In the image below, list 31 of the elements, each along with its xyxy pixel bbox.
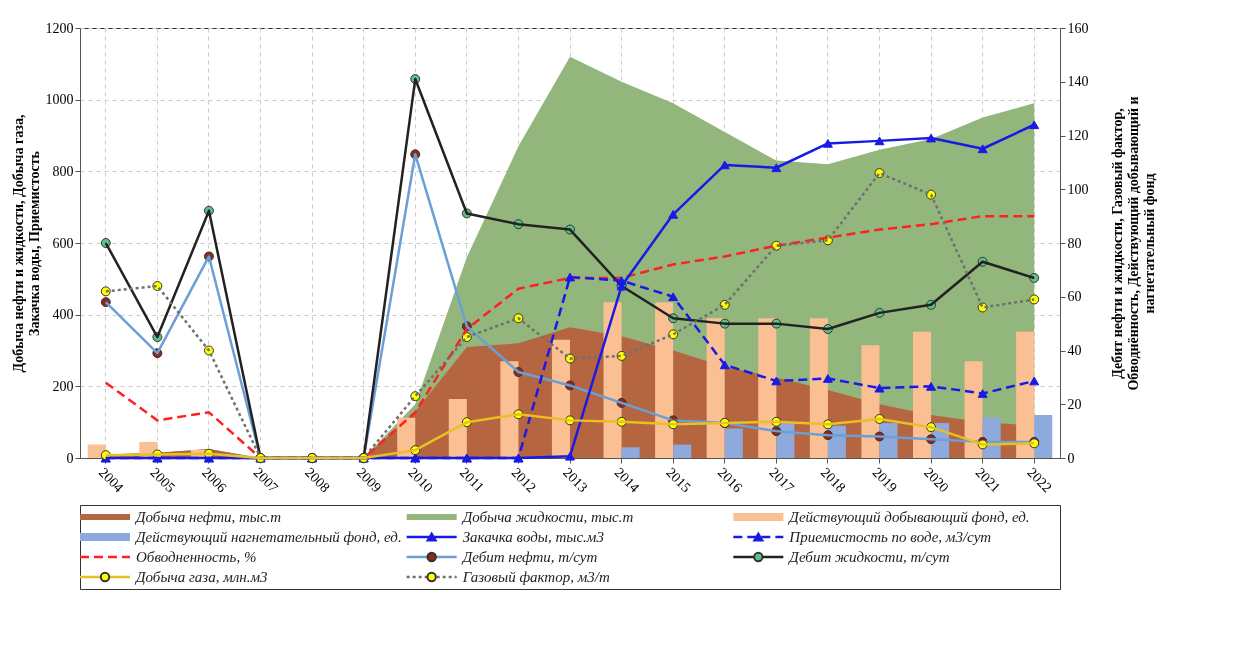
y-tick-label: 200 — [52, 378, 74, 394]
x-tick-label: 2017 — [766, 464, 797, 496]
legend-label: Действующий добывающий фонд, ед. — [787, 509, 1030, 525]
legend-label: Дебит нефти, т/сут — [460, 549, 598, 565]
y-tick-label: 400 — [52, 307, 74, 323]
y-tick-label: 1200 — [45, 20, 74, 36]
legend-label: Газовый фактор, м3/т — [461, 569, 610, 585]
y-tick-label: 600 — [52, 235, 74, 251]
y-tick-label: 0 — [66, 450, 74, 466]
y-tick-label: 1000 — [45, 92, 74, 108]
y2-tick-label: 140 — [1067, 74, 1089, 90]
y-tick-label: 800 — [52, 163, 74, 179]
y2-tick-label: 120 — [1067, 128, 1089, 143]
y2-tick-label: 20 — [1067, 396, 1082, 412]
legend-label: Добыча жидкости, тыс.т — [460, 509, 634, 525]
legend-label: Закачка воды, тыс.м3 — [462, 529, 604, 545]
y2-tick-label: 40 — [1067, 343, 1082, 358]
y2-tick-label: 60 — [1067, 289, 1082, 305]
legend-label: Добыча газа, млн.м3 — [134, 569, 268, 585]
legend-label: Действующий нагнетательный фонд, ед. — [134, 529, 402, 545]
y2-axis-title: Дебит нефти и жидкости, Газовый фактор, Обводнённость, Действующий добывающий и нагнетательный фонд — [1109, 96, 1157, 391]
y2-tick-label: 80 — [1067, 235, 1082, 251]
legend-label: Добыча нефти, тыс.т — [134, 509, 282, 525]
x-tick-label: 2007 — [250, 464, 282, 496]
y-axis-title: Добыча нефти и жидкости, Добыча газа, Закачка воды, Приемистость — [10, 114, 42, 373]
legend-label: Дебит жидкости, т/сут — [787, 549, 950, 565]
y2-tick-label: 160 — [1067, 20, 1089, 36]
legend-label: Обводненность, % — [136, 549, 257, 565]
y2-tick-label: 100 — [1067, 181, 1089, 197]
legend-label: Приемистость по воде, м3/сут — [788, 529, 992, 545]
y2-tick-label: 0 — [1067, 450, 1075, 466]
